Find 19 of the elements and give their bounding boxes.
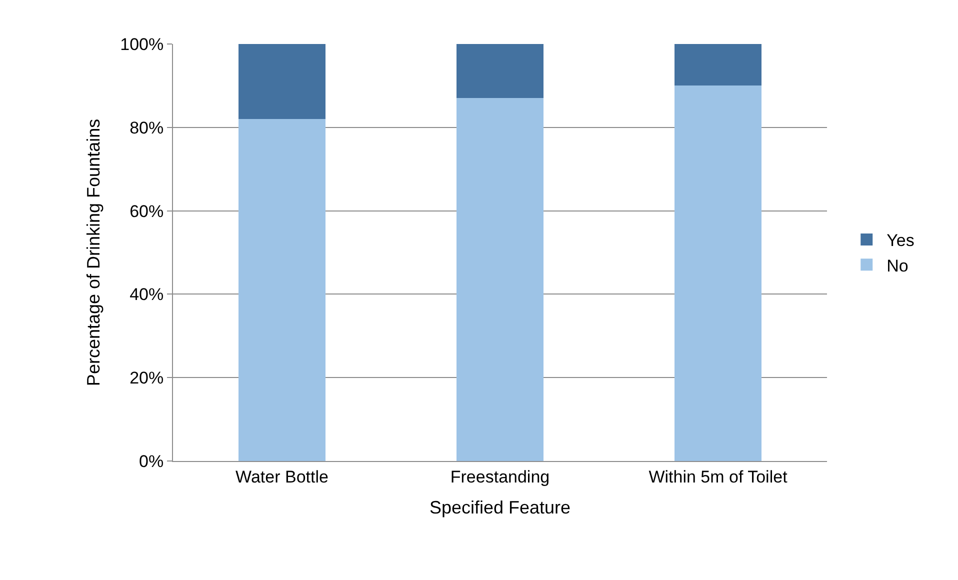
bar bbox=[456, 98, 544, 461]
y-tick-label: 60% bbox=[130, 202, 164, 221]
y-tick-label: 80% bbox=[130, 118, 164, 138]
y-axis-title: Percentage of Drinking Fountains bbox=[83, 118, 104, 386]
bar bbox=[674, 44, 762, 86]
bar bbox=[456, 44, 544, 98]
y-tick-label: 20% bbox=[130, 368, 164, 388]
y-tick-label: 40% bbox=[130, 285, 164, 304]
bar bbox=[238, 119, 326, 461]
bar bbox=[238, 44, 326, 120]
y-tick-label: 0% bbox=[139, 452, 164, 471]
legend-label: Yes bbox=[886, 231, 914, 250]
x-tick-label: Water Bottle bbox=[236, 467, 328, 486]
x-axis-title: Specified Feature bbox=[429, 498, 571, 518]
legend-label: No bbox=[886, 256, 908, 276]
x-tick-label: Freestanding bbox=[450, 467, 550, 486]
y-tick-label: 100% bbox=[120, 34, 164, 54]
x-tick-label: Within 5m of Toilet bbox=[648, 467, 788, 486]
bar bbox=[674, 86, 762, 461]
